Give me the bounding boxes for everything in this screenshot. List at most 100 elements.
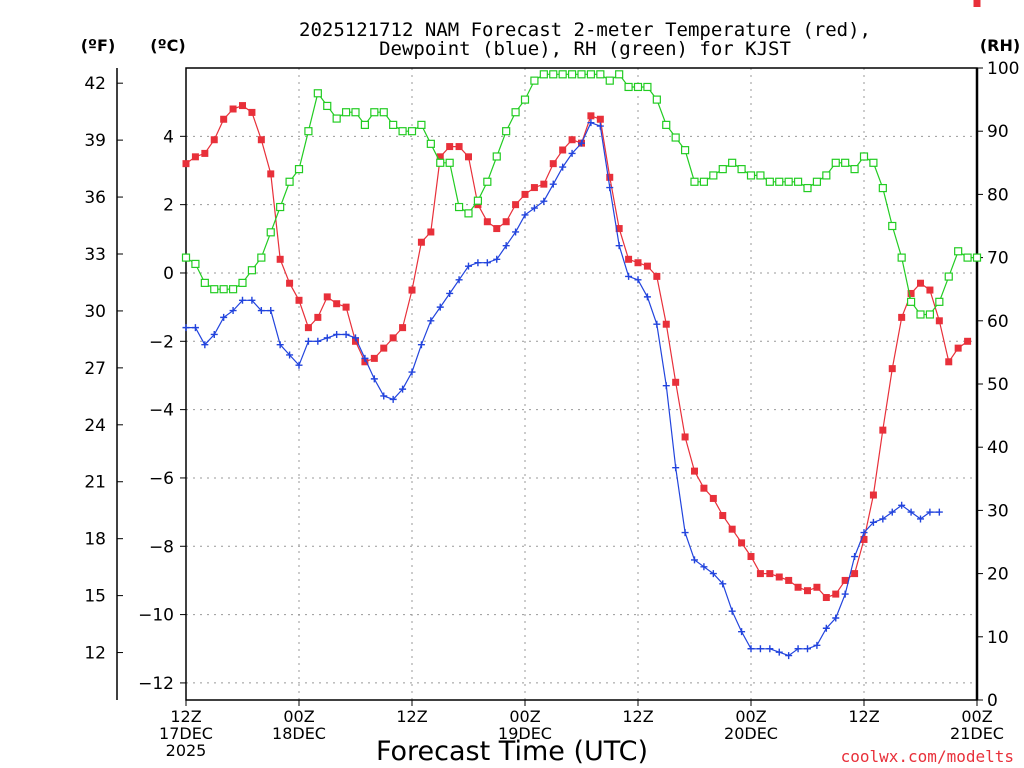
- rh-tick-label: 50: [987, 375, 1009, 395]
- celsius-tick-label: −10: [138, 606, 174, 626]
- dewpoint-point: [483, 259, 491, 267]
- temperature-point: [521, 190, 529, 198]
- rh-point: [219, 285, 228, 294]
- rh-point: [266, 228, 275, 237]
- dewpoint-point: [210, 330, 218, 338]
- temperature-point: [483, 218, 491, 226]
- rh-point: [304, 127, 313, 136]
- celsius-tick-label: −6: [149, 469, 174, 489]
- temperature-line: [185, 104, 968, 599]
- temperature-point: [540, 180, 548, 188]
- fahrenheit-tick-label: 39: [84, 131, 106, 151]
- x-tick-label: 00Z: [283, 707, 314, 726]
- temperature-point: [304, 324, 312, 332]
- temperature-point: [813, 583, 821, 591]
- temperature-point: [879, 426, 887, 434]
- rh-point: [652, 95, 661, 104]
- rh-point: [502, 127, 511, 136]
- x-tick-label: 12Z: [170, 707, 201, 726]
- celsius-tick-label: 4: [163, 127, 174, 147]
- temperature-point: [239, 102, 246, 110]
- rh-point: [841, 158, 850, 167]
- dewpoint-point: [662, 382, 670, 390]
- dewpoint-point: [860, 529, 868, 537]
- rh-point: [888, 221, 897, 231]
- rh-point: [181, 253, 191, 262]
- temperature-point: [191, 153, 199, 161]
- rh-tick-label: 10: [987, 628, 1009, 648]
- celsius-tick-label: 0: [163, 264, 174, 284]
- temperature-point: [559, 146, 567, 154]
- rh-point: [850, 165, 859, 174]
- x-tick-label: 12Z: [622, 707, 653, 726]
- temperature-point: [568, 136, 576, 144]
- temperature-point: [465, 153, 472, 161]
- temperature-point: [954, 344, 962, 352]
- fahrenheit-tick-label: 30: [84, 302, 106, 322]
- dewpoint-point: [851, 553, 859, 561]
- rh-point: [473, 196, 483, 205]
- dewpoint-point: [323, 334, 331, 342]
- rh-point: [360, 120, 370, 129]
- dewpoint-point: [559, 163, 567, 171]
- dewpoint-point: [728, 607, 736, 615]
- dewpoint-point: [615, 242, 623, 250]
- rh-point: [699, 177, 709, 186]
- temperature-point: [455, 143, 463, 151]
- rh-point: [718, 165, 727, 174]
- dewpoint-point: [295, 361, 303, 369]
- rh-point: [567, 70, 577, 79]
- dewpoint-point: [286, 351, 294, 359]
- rh-point: [577, 70, 586, 79]
- temperature-point: [709, 494, 717, 502]
- rh-point: [746, 171, 756, 180]
- temperature-point: [436, 153, 444, 161]
- x-tick-label: 19DEC: [498, 724, 552, 743]
- dewpoint-point: [606, 184, 614, 192]
- dewpoint-point: [521, 211, 529, 219]
- dewpoint-point: [361, 354, 369, 362]
- x-tick-label: 21DEC: [950, 724, 1004, 743]
- rh-point: [944, 272, 953, 281]
- rh-point: [247, 266, 257, 275]
- rh-point: [454, 202, 464, 212]
- temperature-point: [606, 173, 614, 181]
- rh-point: [323, 101, 332, 111]
- dewpoint-point: [926, 508, 934, 516]
- dewpoint-point: [568, 149, 576, 157]
- dewpoint-point: [314, 337, 322, 345]
- rh-point: [294, 165, 304, 174]
- rh-point: [709, 171, 718, 180]
- temperature-point: [502, 218, 510, 226]
- temperature-point: [210, 136, 218, 144]
- fahrenheit-tick-label: 24: [84, 416, 106, 436]
- rh-point: [878, 183, 887, 193]
- dewpoint-point: [785, 652, 793, 660]
- dewpoint-point: [512, 228, 520, 236]
- dewpoint-point: [634, 276, 642, 284]
- chart-title-line-1: 2025121712 NAM Forecast 2-meter Temperat…: [299, 19, 871, 41]
- dewpoint-point: [672, 464, 680, 472]
- rh-tick-label: 70: [987, 249, 1009, 269]
- dewpoint-point: [691, 556, 698, 564]
- fahrenheit-unit-label: (ºF): [81, 36, 116, 55]
- rh-point: [445, 158, 454, 167]
- rh-point: [558, 70, 567, 79]
- dewpoint-point: [898, 501, 906, 509]
- dewpoint-point: [436, 303, 444, 311]
- rh-tick-label: 80: [987, 185, 1009, 205]
- rh-point: [869, 158, 878, 167]
- temperature-point: [389, 334, 397, 342]
- rh-point: [859, 152, 869, 161]
- rh-point: [285, 177, 294, 186]
- celsius-tick-label: −8: [149, 537, 174, 557]
- temperature-point: [794, 583, 802, 591]
- rh-point: [464, 209, 473, 218]
- rh-point: [191, 259, 200, 269]
- dewpoint-point: [389, 395, 397, 403]
- temperature-point: [399, 324, 407, 332]
- watermark: coolwx.com/modelts: [841, 747, 1014, 766]
- dewpoint-point: [775, 648, 783, 656]
- temperature-point: [766, 570, 774, 578]
